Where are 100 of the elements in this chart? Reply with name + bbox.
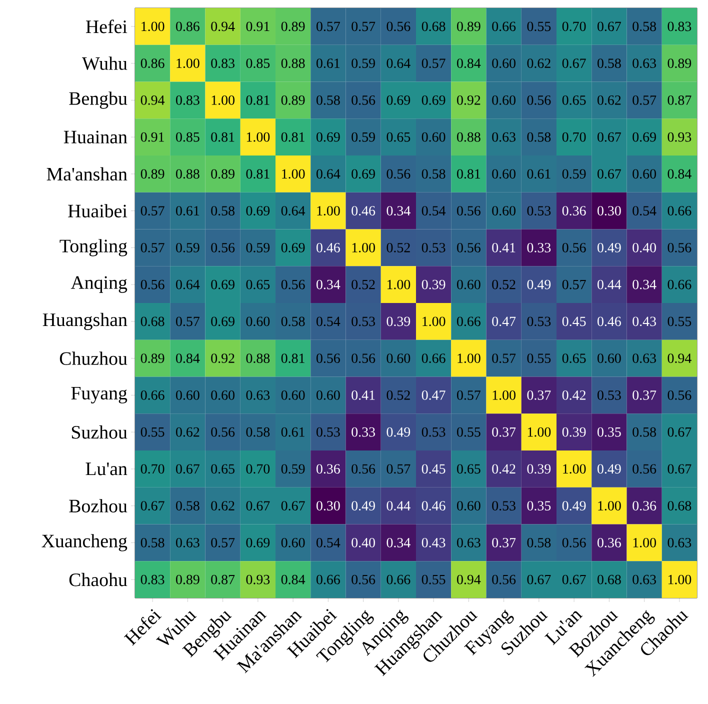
data-label: 0.42 — [492, 464, 516, 474]
data-label: 0.64 — [281, 206, 306, 216]
data-label: 0.34 — [316, 280, 340, 290]
data-label: 0.67 — [598, 132, 621, 142]
data-label: 0.64 — [176, 280, 200, 290]
data-label: 0.57 — [140, 242, 164, 252]
data-label: 0.60 — [176, 390, 200, 400]
data-label: 0.84 — [668, 169, 692, 179]
data-label: 0.69 — [422, 95, 446, 105]
data-label: 0.49 — [598, 242, 621, 252]
data-label: 0.60 — [492, 58, 516, 68]
data-label: 1.00 — [422, 316, 446, 326]
data-label: 0.92 — [457, 95, 480, 105]
data-label: 0.92 — [211, 354, 234, 364]
y-tick-label: Hefei — [86, 20, 128, 34]
data-label: 0.40 — [632, 242, 656, 252]
data-label: 0.54 — [316, 316, 340, 326]
data-label: 0.61 — [281, 427, 304, 437]
data-label: 0.85 — [176, 132, 200, 142]
data-label: 0.88 — [176, 169, 200, 179]
data-label: 0.66 — [140, 390, 164, 400]
data-label: 0.53 — [352, 316, 375, 326]
data-label: 0.39 — [562, 427, 586, 437]
data-label: 0.56 — [457, 206, 480, 216]
data-label: 0.56 — [211, 427, 235, 437]
data-label: 0.67 — [527, 574, 551, 584]
data-label: 0.89 — [140, 354, 164, 364]
data-label: 0.58 — [140, 538, 164, 548]
data-label: 0.65 — [457, 464, 480, 474]
data-label: 0.43 — [422, 538, 446, 548]
data-label: 0.56 — [352, 574, 376, 584]
data-label: 0.36 — [562, 206, 586, 216]
data-label: 0.65 — [246, 280, 270, 290]
data-label: 0.36 — [632, 501, 656, 511]
data-label: 0.63 — [632, 574, 656, 584]
data-label: 0.67 — [281, 501, 305, 511]
data-label: 0.58 — [422, 169, 446, 179]
data-label: 0.66 — [386, 574, 410, 584]
data-label: 0.58 — [527, 538, 551, 548]
data-label: 0.54 — [316, 538, 340, 548]
data-label: 0.56 — [527, 95, 551, 105]
data-label: 0.34 — [632, 280, 656, 290]
data-label: 0.56 — [632, 464, 656, 474]
data-label: 0.63 — [632, 354, 656, 364]
data-label: 0.67 — [598, 169, 621, 179]
data-label: 0.60 — [632, 169, 656, 179]
data-label: 0.55 — [422, 574, 446, 584]
data-label: 0.93 — [668, 132, 692, 142]
data-label: 0.69 — [211, 316, 234, 326]
data-label: 0.46 — [352, 206, 376, 216]
data-label: 0.63 — [492, 132, 516, 142]
data-label: 0.63 — [176, 538, 200, 548]
data-label: 0.58 — [316, 95, 340, 105]
data-label: 0.41 — [492, 242, 516, 252]
data-label: 0.55 — [668, 316, 692, 326]
data-label: 0.56 — [140, 280, 164, 290]
data-label: 0.53 — [527, 316, 551, 326]
data-label: 0.44 — [386, 501, 410, 511]
data-label: 0.36 — [598, 538, 621, 548]
data-label: 0.94 — [140, 95, 165, 105]
data-label: 0.60 — [457, 280, 480, 290]
y-tick-label: Anqing — [70, 276, 128, 293]
data-label: 0.43 — [632, 316, 656, 326]
data-label: 1.00 — [176, 58, 200, 68]
data-label: 0.63 — [668, 538, 692, 548]
data-label: 0.57 — [632, 95, 656, 105]
data-label: 0.30 — [598, 206, 621, 216]
data-label: 0.68 — [140, 316, 164, 326]
data-label: 0.87 — [668, 95, 692, 105]
data-label: 0.65 — [562, 95, 586, 105]
data-label: 0.52 — [386, 242, 410, 252]
data-label: 0.58 — [632, 427, 656, 437]
data-label: 0.67 — [668, 427, 692, 437]
data-label: 0.61 — [316, 58, 340, 68]
data-label: 0.53 — [598, 390, 621, 400]
data-label: 0.60 — [457, 501, 480, 511]
data-label: 0.89 — [176, 574, 200, 584]
data-label: 0.30 — [316, 501, 340, 511]
data-label: 0.66 — [492, 22, 516, 32]
data-label: 1.00 — [352, 242, 375, 252]
data-label: 0.53 — [422, 427, 446, 437]
data-label: 0.37 — [492, 538, 516, 548]
data-label: 0.81 — [211, 132, 234, 142]
data-label: 0.81 — [281, 354, 304, 364]
data-label: 0.69 — [246, 538, 270, 548]
data-label: 0.64 — [386, 58, 410, 68]
data-label: 1.00 — [282, 169, 305, 179]
y-tick-label: Huangshan — [42, 312, 128, 330]
data-label: 0.57 — [457, 390, 480, 400]
data-label: 0.59 — [176, 242, 200, 252]
data-label: 0.94 — [457, 574, 481, 584]
y-tick-label: Suzhou — [72, 425, 128, 439]
data-label: 0.67 — [246, 501, 270, 511]
data-label: 0.56 — [562, 242, 586, 252]
data-label: 0.60 — [492, 95, 516, 105]
data-label: 0.67 — [140, 501, 164, 511]
data-label: 0.57 — [352, 22, 376, 32]
data-label: 0.46 — [316, 242, 340, 252]
data-label: 0.59 — [352, 58, 375, 68]
data-label: 0.65 — [562, 354, 586, 364]
